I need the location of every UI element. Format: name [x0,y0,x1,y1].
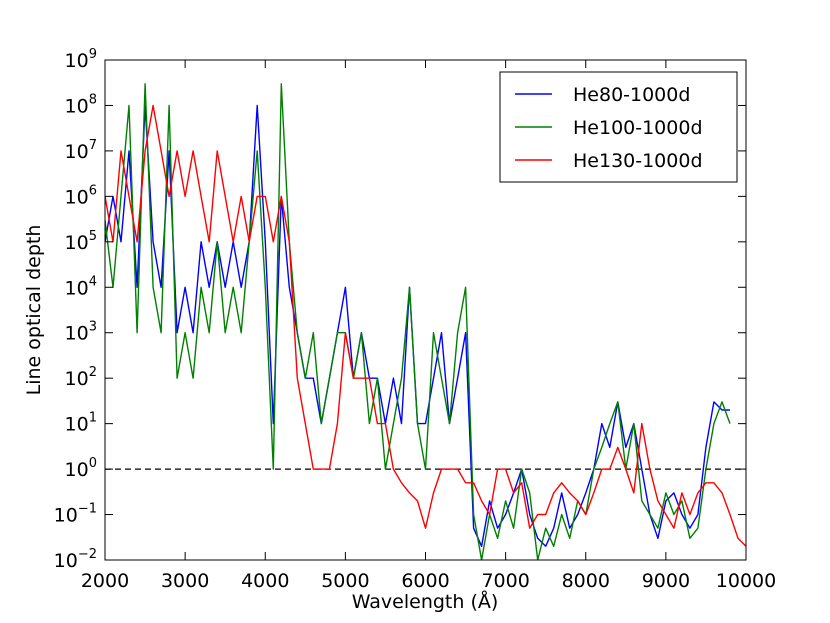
tick-exponent: 7 [89,138,97,153]
y-tick-label: 10−2 [54,547,97,572]
tick-base: 10 [65,232,89,254]
x-tick-label: 8000 [562,570,610,592]
series-line [105,104,746,547]
tick-exponent: 0 [89,456,97,471]
tick-exponent: 5 [89,229,97,244]
tick-exponent: 1 [89,411,97,426]
tick-exponent: 4 [89,274,97,289]
tick-exponent: 3 [89,320,97,335]
tick-base: 10 [65,95,89,117]
tick-base: 10 [65,186,89,208]
tick-base: 10 [65,323,89,345]
x-tick-label: 7000 [481,570,529,592]
axes: 2000 3000 4000 5000 6000 7000 8000 9000 1000010−… [54,47,777,592]
legend-label: He100-1000d [573,117,703,139]
x-tick-label: 3000 [161,570,209,592]
x-tick-label: 6000 [401,570,449,592]
x-tick-label: 10000 [716,570,776,592]
tick-exponent: 2 [89,365,97,380]
tick-base: 10 [65,50,89,72]
y-tick-label: 100 [65,456,97,481]
legend-label: He80-1000d [573,84,690,106]
tick-exponent: −1 [78,502,97,517]
tick-exponent: −2 [78,547,97,562]
x-axis-label: Wavelength (Å) [352,590,499,613]
y-tick-label: 106 [65,183,97,208]
tick-base: 10 [54,505,78,527]
y-axis-label: Line optical depth [23,225,45,396]
y-tick-label: 10−1 [54,502,97,527]
x-tick-label: 4000 [241,570,289,592]
tick-base: 10 [65,459,89,481]
tick-exponent: 9 [89,47,97,62]
y-tick-label: 103 [65,320,97,345]
y-tick-label: 107 [65,138,97,163]
tick-base: 10 [65,368,89,390]
y-tick-label: 104 [65,274,97,299]
tick-base: 10 [54,550,78,572]
y-tick-label: 105 [65,229,97,254]
tick-base: 10 [65,414,89,436]
legend-label: He130-1000d [573,150,703,172]
x-tick-label: 2000 [81,570,129,592]
tick-base: 10 [65,277,89,299]
y-tick-label: 101 [65,411,97,436]
tick-base: 10 [65,141,89,163]
tick-exponent: 6 [89,183,97,198]
y-tick-label: 102 [65,365,97,390]
y-tick-label: 108 [65,92,97,117]
y-tick-label: 109 [65,47,97,72]
x-tick-label: 9000 [642,570,690,592]
tick-exponent: 8 [89,92,97,107]
x-tick-label: 5000 [321,570,369,592]
plot-lines [105,83,746,560]
